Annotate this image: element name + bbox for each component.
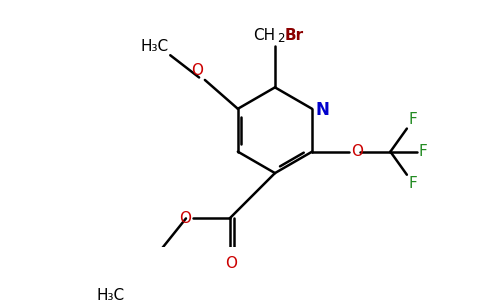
Text: H₃C: H₃C: [140, 39, 168, 54]
Text: 2: 2: [277, 32, 285, 45]
Text: N: N: [316, 101, 329, 119]
Text: O: O: [179, 211, 191, 226]
Text: Br: Br: [285, 28, 304, 43]
Text: O: O: [225, 256, 237, 271]
Text: F: F: [408, 176, 417, 191]
Text: F: F: [408, 112, 417, 127]
Text: F: F: [418, 144, 427, 159]
Text: O: O: [351, 144, 363, 159]
Text: H₃C: H₃C: [97, 288, 125, 300]
Text: O: O: [191, 63, 203, 78]
Text: CH: CH: [253, 28, 275, 43]
